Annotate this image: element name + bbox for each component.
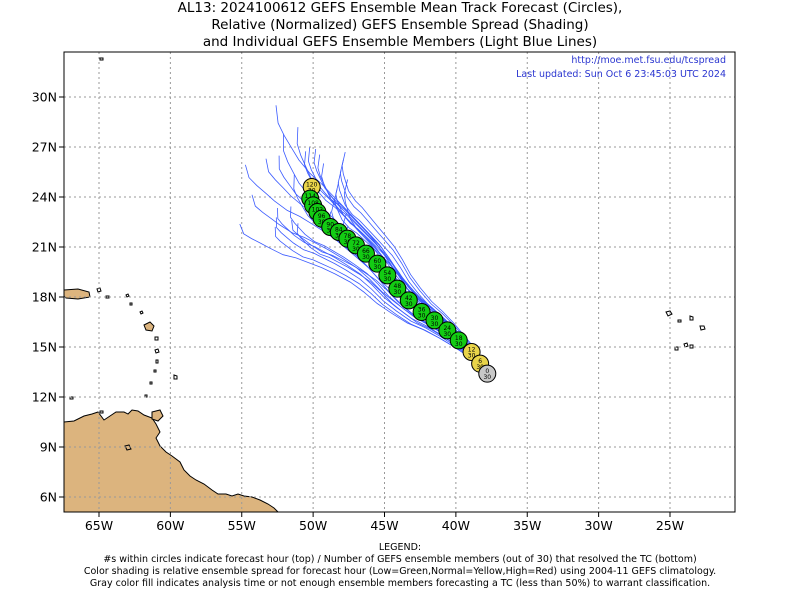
lon-tick-label: 25W	[656, 518, 684, 533]
source-url[interactable]: http://moe.met.fsu.edu/tcspread	[571, 55, 726, 66]
graticule	[64, 52, 735, 512]
forecast-hour-label: 12	[468, 347, 476, 354]
forecast-hour-label: 48	[394, 283, 402, 290]
ensemble-member-line	[341, 152, 488, 374]
last-updated: Last updated: Sun Oct 6 23:45:03 UTC 202…	[516, 69, 726, 80]
lat-tick-label: 9N	[40, 440, 57, 455]
track-circle	[425, 311, 444, 330]
track-point-0: 030	[478, 364, 497, 383]
trinidad-land	[151, 409, 164, 422]
legend-heading: LEGEND:	[378, 542, 422, 553]
title-line-1: AL13: 2024100612 GEFS Ensemble Mean Trac…	[177, 0, 623, 16]
forecast-hour-label: 60	[374, 258, 382, 265]
member-count-label: 30	[318, 219, 326, 226]
member-count-label: 30	[374, 264, 382, 271]
lon-tick-label: 55W	[228, 518, 256, 533]
member-count-label: 30	[468, 353, 476, 360]
ensemble-member-line	[239, 223, 488, 374]
forecast-hour-label: 30	[431, 315, 439, 322]
lat-tick-label: 21N	[32, 240, 57, 255]
forecast-hour-label: 36	[418, 307, 426, 314]
track-circle	[399, 291, 418, 310]
track-circle	[388, 279, 407, 298]
legend: LEGEND: #s within circles indicate forec…	[0, 542, 800, 590]
forecast-hour-label: 90	[326, 222, 334, 229]
longitude-axis: 65W 60W 55W 50W 45W 40W 35W 30W 25W	[85, 512, 684, 533]
forecast-hour-label: 6	[478, 358, 482, 365]
lon-tick-label: 35W	[513, 518, 541, 533]
forecast-hour-label: 78	[344, 233, 352, 240]
track-circle	[378, 266, 397, 285]
forecast-hour-label: 102	[312, 207, 324, 214]
lat-tick-label: 18N	[32, 290, 57, 305]
member-count-label: 30	[431, 321, 439, 328]
member-count-label: 30	[443, 331, 451, 338]
member-count-label: 30	[405, 301, 413, 308]
map-title: AL13: 2024100612 GEFS Ensemble Mean Trac…	[0, 0, 800, 51]
forecast-hour-label: 0	[485, 368, 489, 375]
lon-tick-label: 30W	[584, 518, 612, 533]
forecast-hour-label: 66	[362, 248, 370, 255]
lon-tick-label: 65W	[85, 518, 113, 533]
forecast-hour-label: 114	[305, 193, 317, 200]
guadeloupe-land	[143, 321, 155, 332]
track-circle	[449, 331, 468, 350]
ensemble-member-line	[275, 217, 488, 374]
member-count-label: 30	[418, 313, 426, 320]
track-circle	[412, 303, 431, 321]
lat-tick-label: 6N	[40, 490, 57, 505]
lon-tick-label: 40W	[442, 518, 470, 533]
mean-track: 1203011430108301023096309030843078307230…	[301, 178, 497, 383]
legend-line-2: Color shading is relative ensemble sprea…	[83, 566, 717, 577]
track-circle	[438, 321, 457, 340]
lon-tick-label: 45W	[370, 518, 398, 533]
lat-tick-label: 15N	[32, 340, 57, 355]
member-count-label: 30	[384, 276, 392, 283]
lat-tick-label: 30N	[32, 90, 57, 105]
forecast-hour-label: 72	[352, 240, 360, 247]
legend-line-1: #s within circles indicate forecast hour…	[103, 554, 697, 565]
track-circle	[478, 364, 497, 383]
lon-tick-label: 50W	[299, 518, 327, 533]
track-circle	[368, 254, 387, 273]
lat-tick-label: 27N	[32, 140, 57, 155]
legend-line-3: Gray color fill indicates analysis time …	[89, 578, 711, 589]
forecast-hour-label: 120	[306, 182, 318, 189]
forecast-hour-label: 42	[405, 295, 413, 302]
lon-tick-label: 60W	[156, 518, 184, 533]
forecast-hour-label: 54	[384, 270, 392, 277]
map-frame	[63, 51, 736, 513]
track-circle	[356, 244, 375, 263]
member-count-label: 30	[362, 254, 370, 261]
member-count-label: 30	[476, 364, 484, 371]
member-count-label: 30	[394, 289, 402, 296]
member-count-label: 30	[483, 374, 491, 381]
latitude-axis: 6N 9N 12N 15N 18N 21N 24N 27N 30N	[32, 90, 64, 505]
lat-tick-label: 12N	[32, 390, 57, 405]
lat-tick-label: 24N	[32, 190, 57, 205]
forecast-hour-label: 96	[318, 213, 326, 220]
title-line-2: Relative (Normalized) GEFS Ensemble Spre…	[211, 17, 589, 33]
title-line-3: and Individual GEFS Ensemble Members (Li…	[202, 34, 598, 50]
member-count-label: 30	[455, 341, 463, 348]
forecast-hour-label: 24	[443, 325, 451, 332]
member-count-label: 30	[352, 246, 360, 253]
forecast-hour-label: 18	[455, 335, 463, 342]
forecast-hour-label: 108	[307, 200, 319, 207]
forecast-hour-label: 84	[335, 227, 343, 234]
